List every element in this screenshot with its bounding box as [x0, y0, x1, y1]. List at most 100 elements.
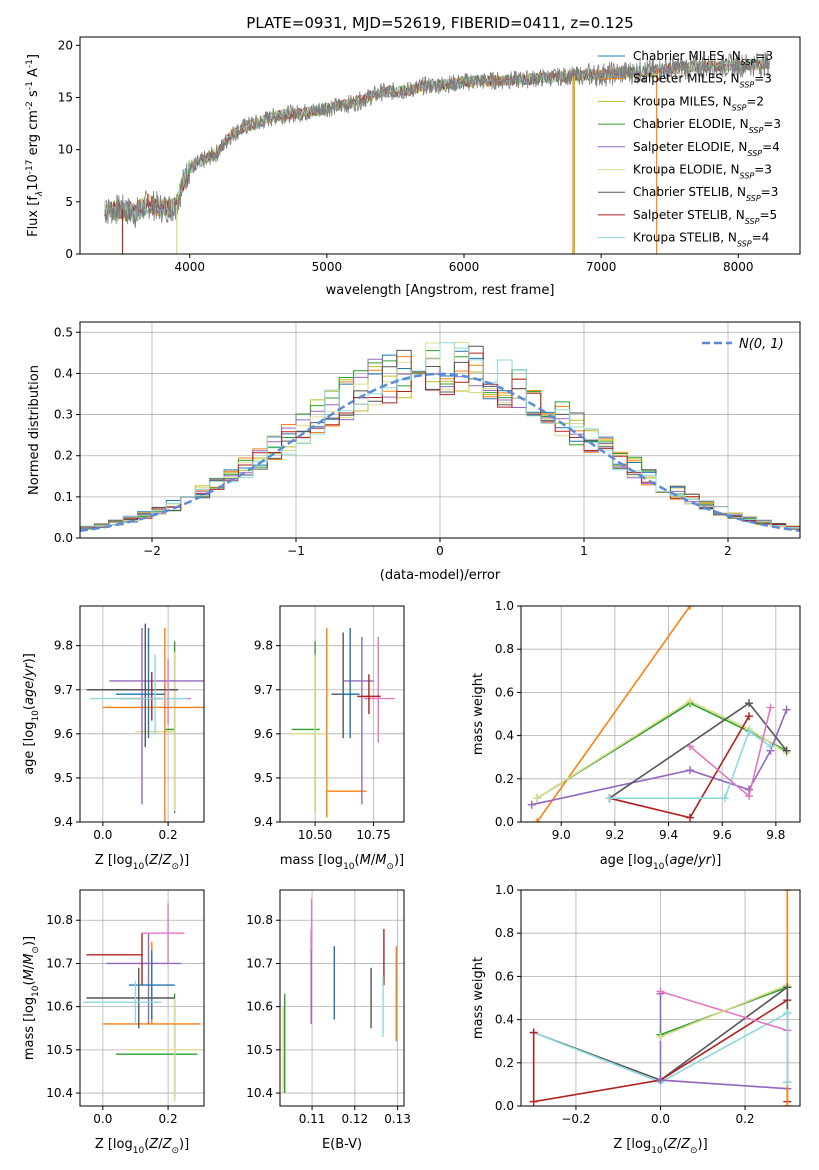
- error-bar: [151, 658, 191, 726]
- weight-marker: [783, 1078, 792, 1087]
- y-tick-label: 10.4: [246, 1086, 273, 1100]
- y-tick-label: 5: [65, 195, 73, 209]
- error-bar: [119, 672, 159, 721]
- spectrum-axes: 4000 5000 6000 7000 8000 0 5 10 15 20: [58, 38, 754, 274]
- axes-frame: [79, 605, 205, 823]
- weight-marker: [782, 705, 791, 714]
- weight-marker: [533, 794, 542, 803]
- error-bar: [102, 628, 204, 822]
- legend-entry: Chabrier STELIB, NSSP=3: [633, 185, 778, 203]
- error-bar: [291, 654, 327, 814]
- weight_vs_Z-lines: [529, 890, 792, 1106]
- error-bar: [164, 641, 176, 814]
- y-tick-label: 10.8: [246, 913, 273, 927]
- y-tick-label: 1.0: [495, 883, 514, 897]
- x-axis-label: Z [log10(Z/Z⊙)]: [613, 1137, 707, 1156]
- x-tick-label: 0.2: [159, 1112, 178, 1126]
- x-tick-label: 9.4: [659, 828, 678, 842]
- error-bar: [357, 674, 381, 714]
- y-tick-label: 0.0: [54, 531, 73, 545]
- legend-entry: Salpeter MILES, NSSP=3: [633, 72, 772, 90]
- y-tick-label: 0.2: [495, 772, 514, 786]
- residual-histogram: [80, 352, 800, 528]
- x-tick-label: 1: [580, 544, 588, 558]
- weight-series-line: [659, 993, 788, 1090]
- x-axis-label: wavelength [Angstrom, rest frame]: [326, 283, 555, 298]
- error-bar: [106, 933, 182, 1024]
- error-bar: [86, 967, 175, 1029]
- y-tick-label: 0: [65, 247, 73, 261]
- x-tick-label: 0.0: [651, 1112, 670, 1126]
- weight-marker: [686, 742, 695, 751]
- y-tick-label: 9.7: [254, 683, 273, 697]
- axes-frame: [79, 321, 801, 539]
- x-tick-label: 0.2: [735, 1112, 754, 1126]
- y-tick-label: 9.5: [254, 771, 273, 785]
- age_vs_mass-errorbars: [291, 628, 395, 818]
- y-tick-label: 0.6: [495, 685, 514, 699]
- x-tick-label: 9.0: [552, 828, 571, 842]
- x-tick-label: 0.0: [93, 1112, 112, 1126]
- y-tick-label: 10.7: [246, 956, 273, 970]
- error-bar: [115, 993, 198, 1098]
- weight-marker: [686, 606, 695, 610]
- weight-marker: [783, 1009, 792, 1018]
- y-tick-label: 9.4: [254, 815, 273, 829]
- weight-marker: [686, 813, 695, 822]
- x-tick-label: 10.75: [356, 828, 390, 842]
- y-axis-label: mass weight: [471, 957, 486, 1039]
- weight-marker: [766, 742, 775, 751]
- x-tick-label: 0.2: [159, 828, 178, 842]
- weight_vs_age-axes: 9.0 9.2 9.4 9.6 9.8 0.0 0.2 0.4 0.6 0.8 1.0: [495, 599, 800, 842]
- y-tick-label: 0.4: [495, 1013, 514, 1027]
- x-axis-label: Z [log10(Z/Z⊙)]: [95, 853, 189, 872]
- x-tick-label: 9.8: [766, 828, 785, 842]
- x-tick-label: 4000: [174, 260, 205, 274]
- y-tick-label: 0.8: [495, 926, 514, 940]
- x-tick-label: −2: [143, 544, 161, 558]
- weight-marker: [656, 1076, 665, 1085]
- x-tick-label: 8000: [723, 260, 754, 274]
- weight-marker: [656, 1032, 665, 1041]
- error-bar: [115, 628, 165, 739]
- weight-series-line: [609, 730, 771, 799]
- weight-series-line: [660, 984, 788, 1038]
- y-tick-label: 0.0: [495, 1099, 514, 1113]
- y-tick-label: 0.0: [495, 815, 514, 829]
- x-axis-label: mass [log10(M/M⊙)]: [280, 853, 404, 872]
- x-axis-label: E(B-V): [322, 1137, 362, 1152]
- y-axis-label: age [log10(age/yr)]: [22, 653, 41, 775]
- y-tick-label: 10.7: [46, 956, 73, 970]
- age_vs_mass-axes: 10.50 10.75 9.4 9.5 9.6 9.7 9.8: [254, 606, 404, 842]
- weight-marker: [527, 800, 536, 809]
- axes-frame: [520, 889, 801, 1107]
- x-tick-label: 0: [436, 544, 444, 558]
- x-tick-label: 7000: [586, 260, 617, 274]
- error-bar: [86, 933, 143, 986]
- error-bar: [86, 623, 178, 748]
- age_vs_Z-errorbars: [86, 623, 204, 822]
- legend-entry: Chabrier MILES, NSSP=3: [633, 49, 773, 67]
- weight_vs_Z-axes: −0.2 0.0 0.2 0.0 0.2 0.4 0.6 0.8 1.0: [495, 883, 800, 1126]
- legend-entry: Chabrier ELODIE, NSSP=3: [633, 117, 781, 135]
- age_vs_Z-axes: 0.0 0.2 9.4 9.5 9.6 9.7 9.8: [54, 606, 204, 842]
- weight-marker: [782, 746, 791, 755]
- y-tick-label: 10.8: [46, 913, 73, 927]
- y-tick-label: 9.5: [54, 771, 73, 785]
- y-tick-label: 20: [58, 38, 73, 52]
- observed-spectrum-line: [104, 51, 770, 229]
- weight-marker: [656, 987, 665, 996]
- y-tick-label: 15: [58, 91, 73, 105]
- weight-marker: [720, 794, 729, 803]
- legend-entry: Salpeter STELIB, NSSP=5: [633, 208, 777, 226]
- y-tick-label: 10.6: [46, 1000, 73, 1014]
- spectrum-lines: [104, 51, 770, 254]
- x-axis-label: age [log10(age/yr)]: [600, 853, 722, 872]
- y-tick-label: 0.6: [495, 969, 514, 983]
- y-tick-label: 0.2: [495, 1056, 514, 1070]
- error-bar: [109, 628, 204, 805]
- y-tick-label: 9.8: [54, 639, 73, 653]
- y-axis-label: Flux [fλ10-17 erg cm-2 s-1 A-1]: [25, 54, 45, 237]
- axes-frame: [520, 605, 801, 823]
